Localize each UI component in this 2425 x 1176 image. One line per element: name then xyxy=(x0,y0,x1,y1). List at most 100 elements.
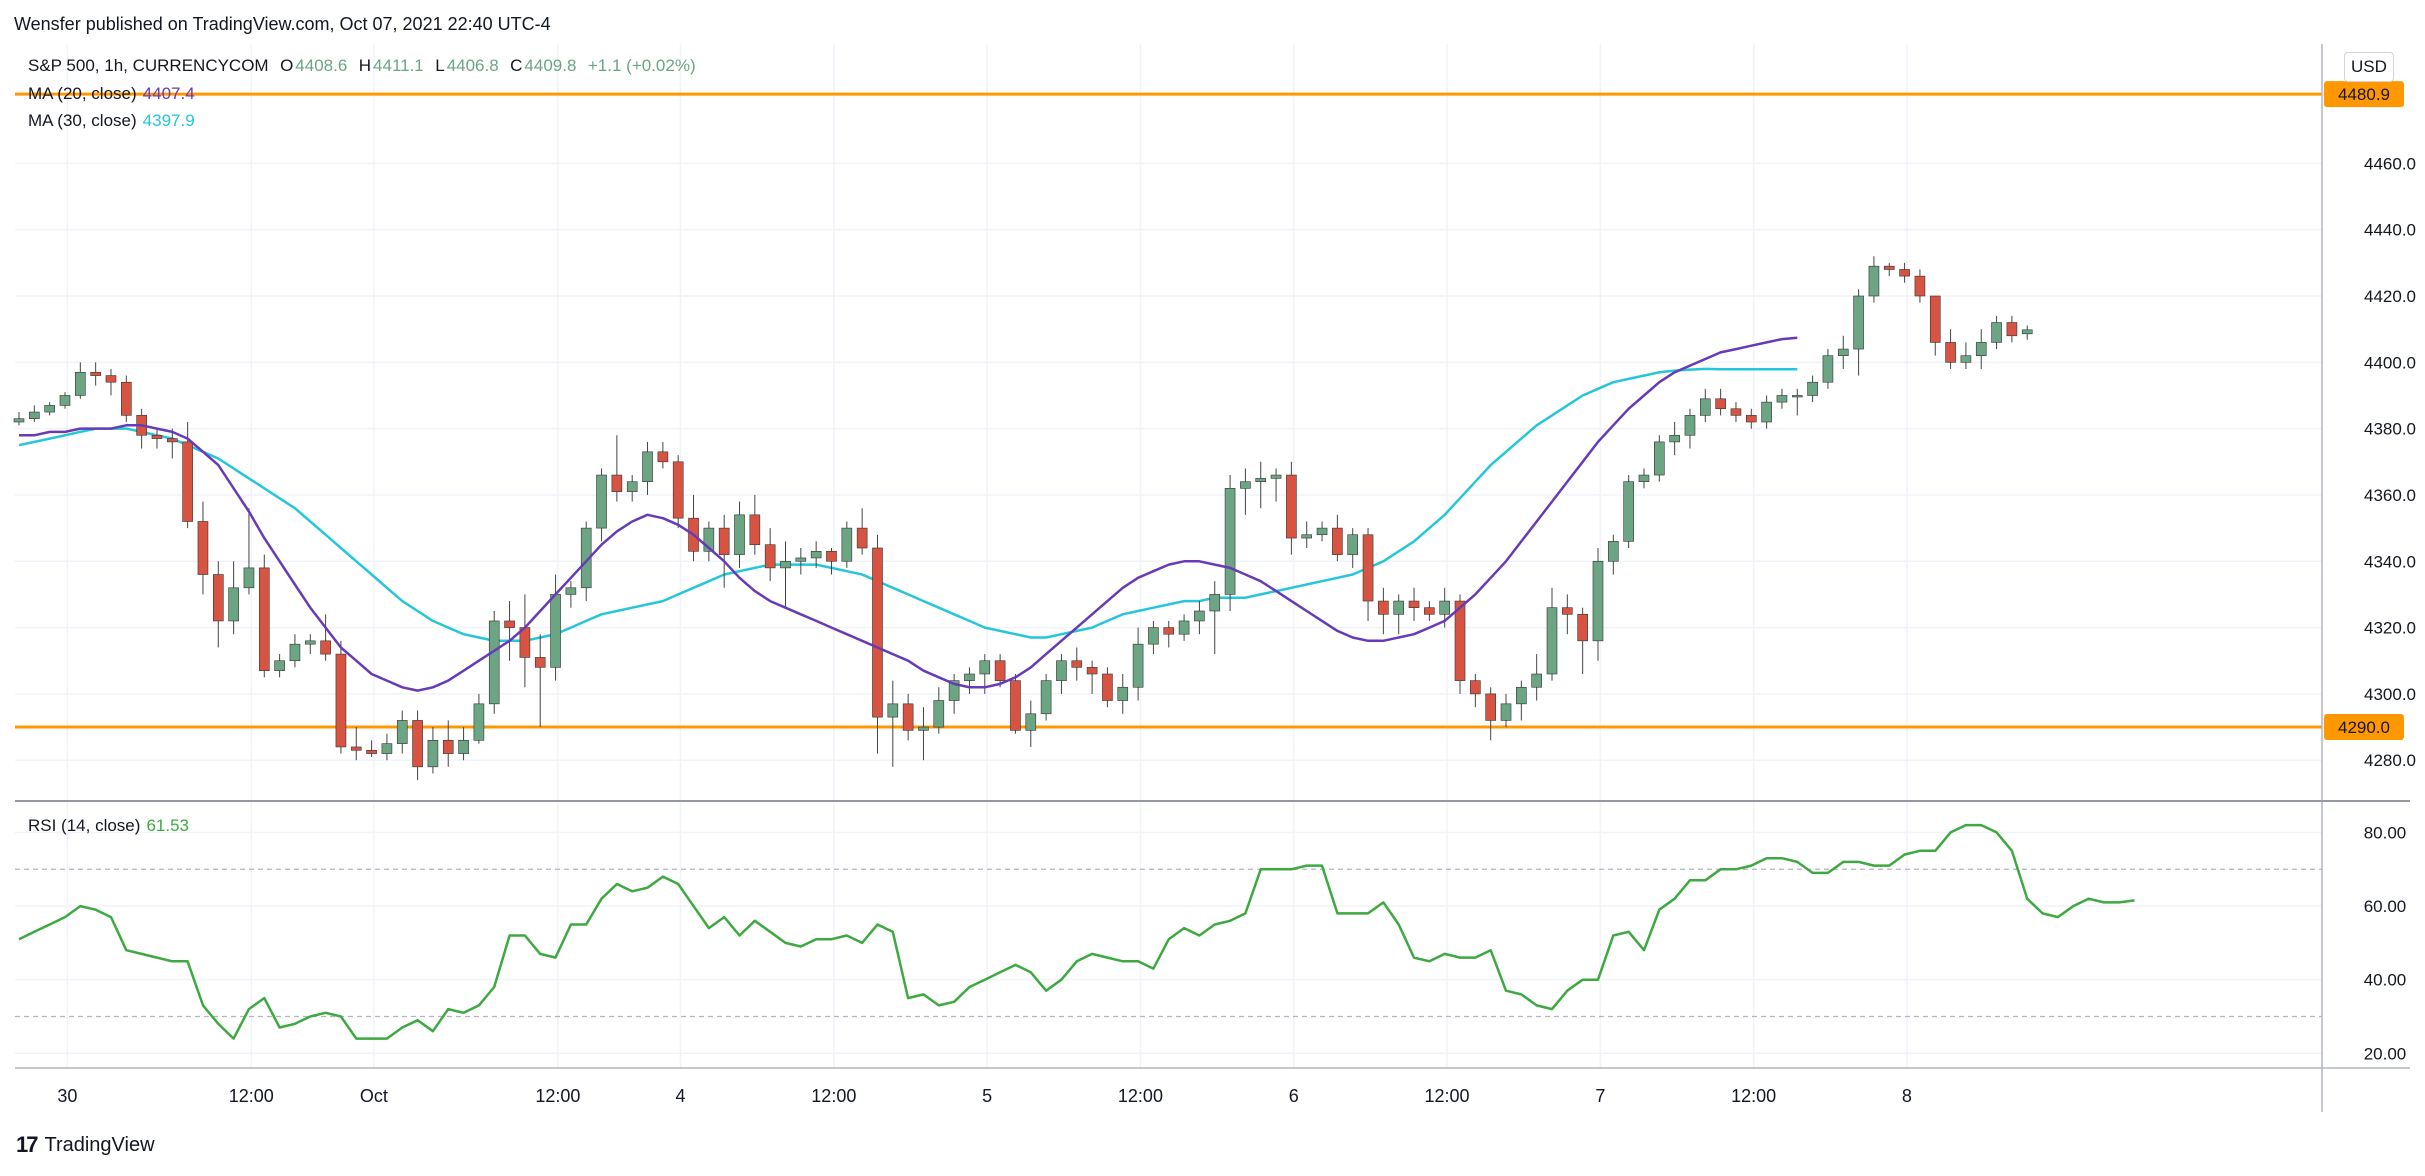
candle-body xyxy=(902,703,914,731)
price-tick-label: 4280.0 xyxy=(2364,751,2416,770)
candle xyxy=(197,501,209,595)
ma30-legend[interactable]: MA (30, close) 4397.9 xyxy=(28,111,195,131)
candle xyxy=(1730,402,1742,422)
candle xyxy=(396,710,408,754)
candle-body xyxy=(1929,295,1941,343)
candle-body xyxy=(366,749,377,754)
candle xyxy=(1791,388,1803,416)
price-tick-label: 4420.0 xyxy=(2364,287,2416,306)
candle-body xyxy=(335,653,347,748)
candle-body xyxy=(718,527,730,555)
candle xyxy=(826,548,837,575)
candle xyxy=(1332,514,1343,562)
candle-body xyxy=(427,740,439,768)
candle-body xyxy=(1516,686,1527,705)
candle-body xyxy=(534,657,546,668)
candle-body xyxy=(1148,627,1159,645)
candle-body xyxy=(1654,441,1665,476)
candle xyxy=(1868,256,1880,303)
currency-selector[interactable]: USD xyxy=(2344,52,2394,82)
time-tick-label: 30 xyxy=(57,1086,77,1106)
candle-body xyxy=(1837,348,1849,356)
candle-body xyxy=(1899,269,1910,277)
candle xyxy=(167,428,178,459)
candle xyxy=(1148,620,1159,655)
close-label: C xyxy=(510,56,523,75)
level-price-label: 4480.9 xyxy=(2338,85,2390,104)
candle-body xyxy=(29,411,40,419)
ma20-legend[interactable]: MA (20, close) 4407.4 xyxy=(28,84,195,104)
price-tick-label: 4340.0 xyxy=(2364,552,2416,571)
rsi-legend[interactable]: RSI (14, close) 61.53 xyxy=(28,816,189,836)
candle-body xyxy=(1562,607,1573,615)
candle-body xyxy=(289,643,301,662)
candle-layer xyxy=(13,256,2033,781)
candle-body xyxy=(1194,610,1205,622)
time-tick-label: 12:00 xyxy=(1425,1086,1470,1106)
candle xyxy=(749,494,761,555)
candle-body xyxy=(1316,527,1328,536)
candle xyxy=(703,521,715,562)
ma30-label: MA (30, close) xyxy=(28,111,137,130)
candle-body xyxy=(1270,474,1282,479)
candle-body xyxy=(1025,713,1037,731)
candle-body xyxy=(13,418,25,423)
candle xyxy=(856,508,868,555)
candle-body xyxy=(182,441,193,522)
rsi-layer xyxy=(18,823,2135,1040)
candle-body xyxy=(856,527,868,549)
rsi-tick-label: 80.00 xyxy=(2364,823,2407,842)
candle xyxy=(1715,388,1726,416)
time-tick-label: 12:00 xyxy=(535,1086,580,1106)
candle-body xyxy=(75,371,86,396)
price-tick-label: 4440.0 xyxy=(2364,221,2416,240)
rsi-tick-label: 40.00 xyxy=(2364,971,2407,990)
label-layer: 4480.9 4290.0 xyxy=(2324,81,2404,741)
candle xyxy=(626,475,638,502)
tradingview-brand[interactable]: 17 TradingView xyxy=(16,1132,155,1158)
brand-name: TradingView xyxy=(44,1133,155,1156)
candle xyxy=(565,581,577,608)
candle-body xyxy=(596,474,607,529)
candle xyxy=(734,501,745,568)
candle xyxy=(1270,468,1282,502)
candle xyxy=(1240,468,1251,515)
candle-body xyxy=(1791,395,1803,398)
candle-body xyxy=(1638,474,1650,482)
candle-body xyxy=(1500,703,1512,721)
candle xyxy=(1623,475,1634,548)
candle xyxy=(105,368,117,396)
candle-body xyxy=(826,551,837,562)
candle-body xyxy=(1132,643,1144,688)
level-price-tag xyxy=(2324,81,2404,108)
candle xyxy=(1807,375,1818,403)
candle-body xyxy=(1040,680,1052,715)
candle-body xyxy=(1715,398,1726,410)
candle-body xyxy=(887,703,899,718)
candle xyxy=(1822,349,1834,389)
candle-body xyxy=(1454,600,1466,681)
candle xyxy=(1899,262,1910,283)
candle-body xyxy=(1209,594,1221,612)
candle-body xyxy=(979,660,991,675)
time-tick-label: 5 xyxy=(982,1086,992,1106)
candle xyxy=(1853,289,1864,376)
candle-body xyxy=(642,451,653,482)
time-tick-label: 8 xyxy=(1902,1086,1912,1106)
candle xyxy=(1516,680,1527,721)
candle xyxy=(1194,601,1205,635)
candle xyxy=(304,634,316,655)
candle xyxy=(841,521,853,568)
candle-body xyxy=(764,544,776,569)
candle-body xyxy=(841,527,853,562)
candle-body xyxy=(780,560,791,569)
candle-body xyxy=(1531,673,1542,688)
candle-body xyxy=(1485,693,1496,721)
time-tick-label: 4 xyxy=(676,1086,686,1106)
candle xyxy=(366,740,377,757)
candle-body xyxy=(1608,541,1619,562)
candle-body xyxy=(212,574,224,622)
candle xyxy=(611,435,623,502)
main-legend[interactable]: S&P 500, 1h, CURRENCYCOM O 4408.6 H 4411.1… xyxy=(28,56,698,76)
